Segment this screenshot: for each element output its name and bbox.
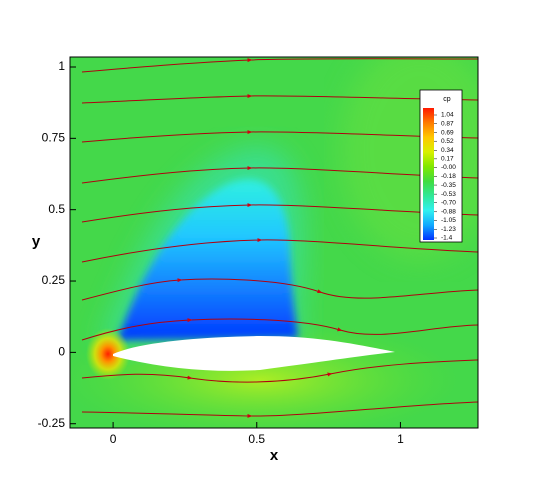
colorbar-label: -1.05 xyxy=(441,217,456,224)
colorbar-label: 0.17 xyxy=(441,156,454,163)
colorbar-label: 1.04 xyxy=(441,112,454,119)
colorbar-label: 0.52 xyxy=(441,138,454,145)
y-tick-label: 1 xyxy=(58,59,65,73)
y-tick-label: 0.25 xyxy=(42,273,66,287)
colorbar-label: -0.18 xyxy=(441,173,456,180)
colorbar-label: -1.23 xyxy=(441,226,456,233)
x-tick-label: 0 xyxy=(110,432,117,446)
colorbar-label: -1.4 xyxy=(441,235,453,242)
colorbar-label: -0.35 xyxy=(441,182,456,189)
colorbar-label: 0.69 xyxy=(441,129,454,136)
y-tick-label: 0 xyxy=(58,345,65,359)
colorbar-label: 0.34 xyxy=(441,147,454,154)
x-axis-label: x xyxy=(270,447,279,464)
y-axis-label: y xyxy=(32,233,41,250)
y-tick-label: 0.75 xyxy=(42,131,66,145)
legend-title: cp xyxy=(443,96,451,103)
colorbar-label: 0.87 xyxy=(441,120,454,127)
plot-frame xyxy=(69,56,479,429)
y-tick-label: -0.25 xyxy=(38,416,66,430)
x-tick-label: 0.5 xyxy=(248,432,265,446)
colorbar-label: -0.00 xyxy=(441,164,456,171)
colorbar-label: -0.53 xyxy=(441,191,456,198)
x-tick-label: 1 xyxy=(397,432,404,446)
y-tick-label: 0.5 xyxy=(48,202,65,216)
colorbar-label: -0.88 xyxy=(441,209,456,216)
colorbar-label: -0.70 xyxy=(441,199,456,206)
colorbar xyxy=(423,108,434,240)
